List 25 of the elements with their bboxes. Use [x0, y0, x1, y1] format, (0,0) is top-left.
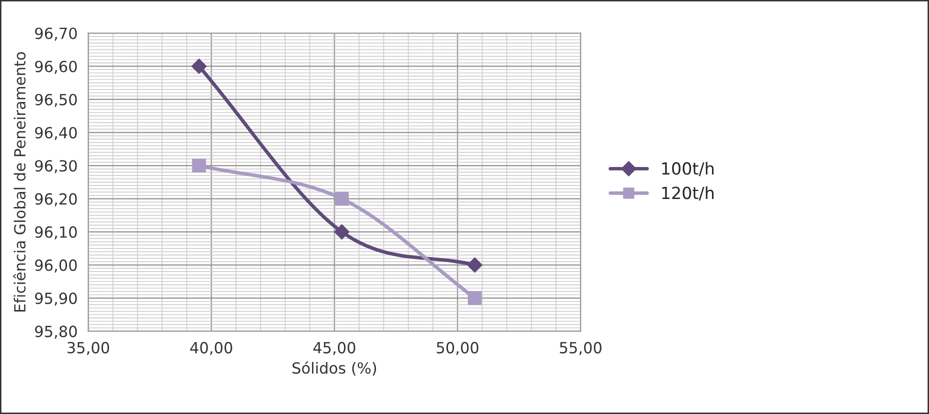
x-tick-label: 55,00	[560, 342, 602, 355]
y-tick-label: 96,20	[35, 193, 77, 206]
x-tick-label: 50,00	[436, 342, 478, 355]
x-tick-label: 40,00	[190, 342, 232, 355]
point	[192, 158, 206, 173]
y-tick-label: 96,70	[35, 28, 77, 41]
x-axis-title: Sólidos (%)	[292, 361, 376, 376]
x-tick-label: 45,00	[313, 342, 356, 355]
y-tick-label: 96,60	[35, 60, 77, 74]
y-tick-label: 95,80	[35, 326, 77, 339]
y-tick-label: 95,90	[35, 292, 77, 306]
legend-label: 120t/h	[662, 186, 714, 201]
point	[334, 224, 350, 240]
point	[468, 291, 482, 306]
y-tick-label: 96,00	[35, 259, 77, 273]
point	[334, 192, 349, 206]
y-axis-title: Eficiência Global de Peneiramento	[13, 52, 26, 312]
y-tick-label: 96,40	[35, 126, 77, 140]
y-tick-label: 96,10	[35, 226, 77, 240]
y-tick-label: 96,30	[35, 160, 77, 174]
point	[191, 58, 207, 74]
legend-label: 100t/h	[662, 162, 714, 176]
point	[467, 257, 482, 273]
y-tick-label: 96,50	[35, 94, 77, 107]
x-tick-label: 35,00	[68, 342, 110, 355]
